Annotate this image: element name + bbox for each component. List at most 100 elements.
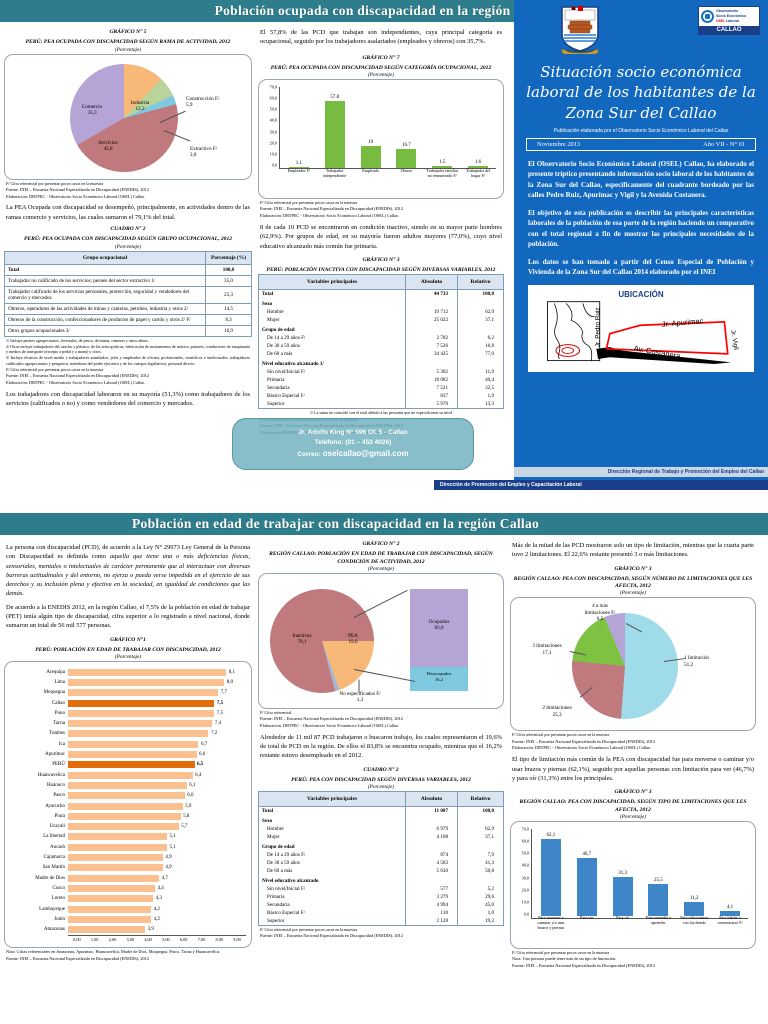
hbar-row: Lambayeque 4,2 xyxy=(10,904,246,914)
g1-nota: Nota: Cifras referenciales en Amazonas, … xyxy=(6,948,221,954)
c2-cell-label: Trabajador calificado de los servicios p… xyxy=(4,285,206,304)
table-row: Obreros, operadores de las actividades d… xyxy=(4,302,252,315)
hbar-track: 4,2 xyxy=(68,914,246,924)
hbar-row: Cusco 4,4 xyxy=(10,883,246,893)
brochure-date: Noviembre 2013 xyxy=(537,140,581,148)
hbar-label: Pasco xyxy=(53,793,65,799)
hbar-value: 4,9 xyxy=(165,865,172,871)
brochure-publication-note: Publicación elaborada por el Observatori… xyxy=(553,127,729,134)
hbar-value: 7,5 xyxy=(216,700,224,706)
p2g3b-label: GRÁFICO N° 3 xyxy=(614,789,652,796)
hbar-track: 7,4 xyxy=(68,719,246,729)
hbar-track: 4,3 xyxy=(68,894,246,904)
hbar-fill xyxy=(68,812,181,820)
g3-th-relativo: Relativo xyxy=(457,274,504,291)
p2c2-cell-abs: 2 128 xyxy=(405,917,458,927)
g3-cell-label: De 60 a más xyxy=(258,350,406,359)
p2g3-pie-wrap: 1 limitación 51,2 2 limitaciones 25,3 3 li… xyxy=(514,601,752,727)
g7-ytick: 0,0 xyxy=(271,162,277,168)
hbar-track: 4,4 xyxy=(68,883,246,893)
p2c2-cell-rel: 5,2 xyxy=(457,885,504,894)
hbar-label: Madre de Dios xyxy=(35,875,65,881)
bar-rect xyxy=(468,166,489,169)
c2-cell-value: 16,9 xyxy=(205,324,252,337)
bar-value: 25,5 xyxy=(654,878,663,884)
p2c2-fuente: Fuente: INEI – Encuesta Nacional Especia… xyxy=(260,933,403,939)
hbar-label: Apurímac xyxy=(45,752,65,758)
svg-text:REGIÓN CALLAO: REGIÓN CALLAO xyxy=(567,49,594,54)
g7-bars: 1.1 57.8 19 16.7 xyxy=(281,87,496,169)
g7-elaboracion: Elaboración: DRTPEC - Observatorio Socio… xyxy=(260,213,400,219)
g3-cell-label: Nivel educativo alcanzado 1/ xyxy=(258,358,406,369)
g3-cell-rel: 37,1 xyxy=(457,316,504,325)
p2c2-cell-rel: 100,0 xyxy=(457,806,504,816)
hbar-value: 5,8 xyxy=(183,813,190,819)
bar-item: 1.5 xyxy=(424,87,460,169)
hbar-fill xyxy=(68,854,163,862)
page2-paragraph-2: De acuerdo a la ENEDIS 2012, en la regió… xyxy=(6,603,250,630)
contact-email[interactable]: oselcallao@gmail.com xyxy=(322,448,409,458)
g3-cell-abs: 837 xyxy=(405,392,458,401)
bar-category: Para ver xyxy=(579,914,594,920)
g7-bar-chart: 70,0 60,0 50,0 40,0 30,0 20,0 10,0 0,0 1… xyxy=(262,83,500,195)
p2g3-title: REGIÓN CALLAO: PEA CON DISCAPACIDAD, SEG… xyxy=(513,575,753,590)
hbar-row: Lima 8,0 xyxy=(10,677,246,687)
brochure-issue: Año VII - N° 01 xyxy=(703,140,745,148)
contact-overlay: Jr. Adolfo King N° 596 Of. 5 - Callao Te… xyxy=(232,418,474,470)
hbar-label: Huánuco xyxy=(46,782,65,788)
hbar-row: Junín 4,2 xyxy=(10,914,246,924)
g3-cell-label: Mujer xyxy=(258,316,406,325)
p2g3b-title: REGIÓN CALLAO: PEA CON DISCAPACIDAD, SEG… xyxy=(519,799,747,813)
table-row: Hombre 19 712 62,9 xyxy=(258,308,504,317)
p2c2-cell-label: De 60 a más xyxy=(258,867,406,876)
svg-text:Jr. Pedro Ruiz: Jr. Pedro Ruiz xyxy=(595,307,602,347)
x-tick: 1,00 xyxy=(90,936,99,942)
hbar-track: 5,1 xyxy=(68,832,246,842)
c2-subtitle: (Porcentaje) xyxy=(114,243,142,250)
p2g3-footnote: F/ Cifra referencial por presentar pocos… xyxy=(512,732,610,738)
g1-title: PERÚ: POBLACIÓN EN EDAD DE TRABAJAR CON … xyxy=(35,646,221,653)
p2g3b-x-axis xyxy=(531,917,748,919)
p2c2-cell-abs: 110 xyxy=(405,909,458,918)
x-tick: 9,00 xyxy=(233,936,241,942)
bar-value: 1.1 xyxy=(295,160,303,166)
hbar-fill xyxy=(68,884,156,892)
table-row: De 60 a más 34 425 77,0 xyxy=(258,350,504,359)
brochure-paragraph-2: El objetivo de esta publicación es descr… xyxy=(528,208,754,249)
p2g3b-chart-container: 70,0 60,0 50,0 40,0 30,0 20,0 10,0 0,0 6… xyxy=(510,820,756,949)
hbar-label: PERÚ xyxy=(52,762,65,768)
g3-cell-abs: 7 526 xyxy=(405,342,458,351)
p2c2-cell-label: Mujer xyxy=(258,833,406,842)
g7-subtitle: (Porcentaje) xyxy=(367,72,395,79)
hbar-label: Arequipa xyxy=(46,669,65,675)
c2-note-4: F/ Cifra referencial por presentar pocos… xyxy=(6,367,104,373)
bar-rect xyxy=(612,877,633,916)
c2-title: PERÚ: PEA OCUPADA CON DISCAPACIDAD SEGÚN… xyxy=(23,236,233,243)
hbar-value: 6,4 xyxy=(195,772,202,778)
g7-title: PERÚ: PEA OCUPADA CON DISCAPACIDAD SEGÚN… xyxy=(270,64,492,71)
table-row: Sin nivel/Inicial F/ 577 5,2 xyxy=(258,885,504,894)
p2c2-cell-label: Primaria xyxy=(258,893,406,902)
p2c2-cell-abs: 6 979 xyxy=(405,825,458,834)
hbar-value: 7,4 xyxy=(214,721,222,727)
g5-elaboracion: Elaboración: DRTPEC - Observatorio Socio… xyxy=(6,193,146,199)
p2g3-label-4lim: 4 a más limitaciones F/6,5 xyxy=(584,603,616,623)
p2c2-cell-label: Sin nivel/Inicial F/ xyxy=(258,885,406,894)
g3-cell-abs: 25 022 xyxy=(405,316,458,325)
hbar-value: 4,4 xyxy=(157,885,164,891)
g3-cell-abs: 19 712 xyxy=(405,308,458,317)
p2c2-cell-rel: 37,1 xyxy=(457,833,504,842)
p2g3b-ytick: 30,0 xyxy=(521,875,529,880)
table-row: De 30 a 59 años 7 526 16,8 xyxy=(258,342,504,351)
c2-cell-label: Total xyxy=(4,263,206,276)
bar-item: 1.1 xyxy=(281,87,317,169)
g7-ytick: 40,0 xyxy=(269,117,277,123)
table-row: Total 100,0 xyxy=(4,263,252,276)
hbar-fill xyxy=(68,874,159,882)
x-tick: 4,00 xyxy=(144,936,152,942)
page2-banner: Población en edad de trabajar con discap… xyxy=(0,513,768,535)
p2c2-cell-label: Sexo xyxy=(258,815,406,826)
hbar-fill xyxy=(68,751,197,759)
p2c2-cell-label: Hombre xyxy=(258,825,406,834)
g2-title: REGIÓN CALLAO: POBLACIÓN EN EDAD DE TRAB… xyxy=(269,551,493,565)
